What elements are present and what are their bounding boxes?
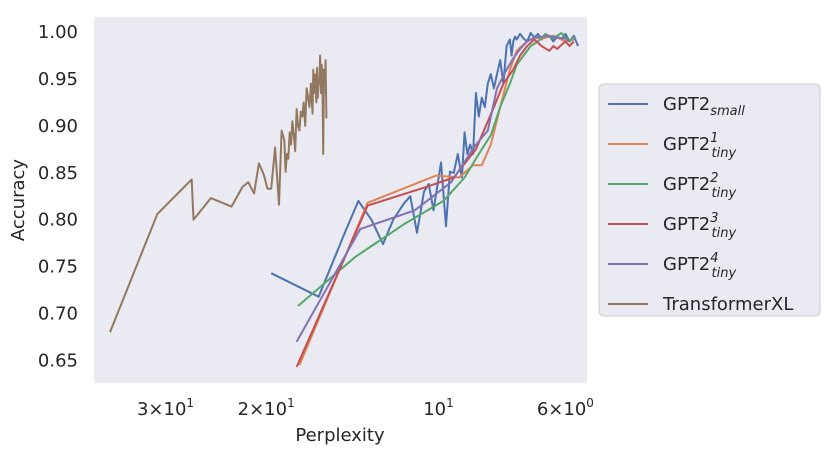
series-line-5 (295, 34, 571, 343)
x-tick-label: 101 (423, 396, 454, 420)
y-tick-label: 0.65 (38, 351, 78, 372)
y-tick-label: 0.80 (38, 210, 78, 231)
legend-label: GPT24 tiny (663, 251, 736, 281)
y-tick-label: 0.85 (38, 163, 78, 184)
legend-label: GPT22 tiny (663, 171, 736, 201)
series-line-6 (109, 54, 328, 333)
y-tick-label: 0.75 (38, 257, 78, 278)
legend-frame (598, 83, 821, 317)
series-line-4 (295, 38, 575, 368)
y-axis-label: Accuracy (8, 159, 29, 242)
legend-label: GPT23 tiny (663, 211, 736, 241)
plot-area (94, 17, 587, 383)
y-tick-label: 0.95 (38, 69, 78, 90)
legend: GPT2small GPT21 tiny GPT22 tiny GPT23 tiny GPT2… (598, 83, 821, 317)
legend-label: GPT2small (663, 94, 745, 119)
legend-label: GPT21 tiny (663, 131, 736, 161)
series-lines (109, 32, 580, 368)
x-tick-labels: 3×101 2×101 101 6×100 (137, 396, 594, 420)
y-tick-label: 0.70 (38, 304, 78, 325)
x-tick-label: 2×101 (238, 396, 295, 420)
y-tick-label: 1.00 (38, 22, 78, 43)
legend-label: TransformerXL (662, 294, 793, 315)
y-tick-labels: 0.65 0.70 0.75 0.80 0.85 0.90 0.95 1.00 (38, 22, 78, 372)
x-tick-label: 6×100 (537, 396, 594, 420)
y-tick-label: 0.90 (38, 116, 78, 137)
series-line-2 (298, 34, 575, 366)
x-axis-label: Perplexity (295, 425, 385, 446)
x-tick-label: 3×101 (137, 396, 194, 420)
